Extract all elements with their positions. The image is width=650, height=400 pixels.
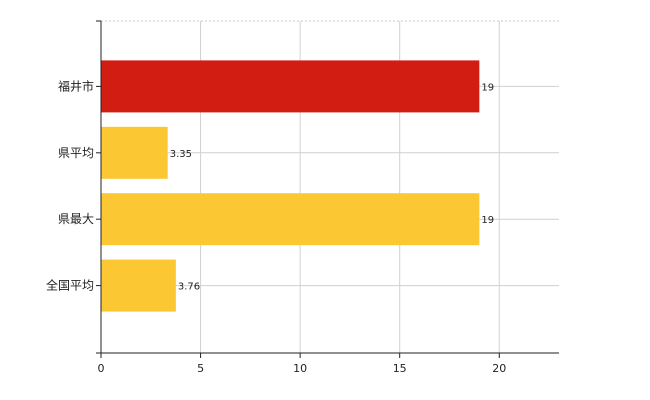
bar-3 [101,193,480,246]
bars [101,60,480,312]
category-label-4: 全国平均 [46,278,94,293]
data-label-2: 3.35 [170,149,192,160]
category-label-1: 福井市 [58,78,94,93]
x-tick-label: 0 [98,362,105,375]
x-tick-label: 20 [492,362,506,375]
category-label-3: 県最大 [58,212,94,226]
category-label-2: 県平均 [58,146,94,160]
axes [96,20,559,358]
x-tick-label: 5 [197,362,204,375]
data-label-3: 19 [481,215,494,226]
bar-1 [101,60,480,113]
x-tick-label: 15 [393,362,407,375]
labels: 19 福井市 3.35 県平均 19 県最大 3.76 全国平均 0 5 10 15 20 [46,78,506,375]
x-tick-label: 10 [293,362,307,375]
bar-2 [101,126,168,179]
data-label-1: 19 [481,82,494,93]
bar-4 [101,259,176,312]
data-label-4: 3.76 [178,282,200,293]
